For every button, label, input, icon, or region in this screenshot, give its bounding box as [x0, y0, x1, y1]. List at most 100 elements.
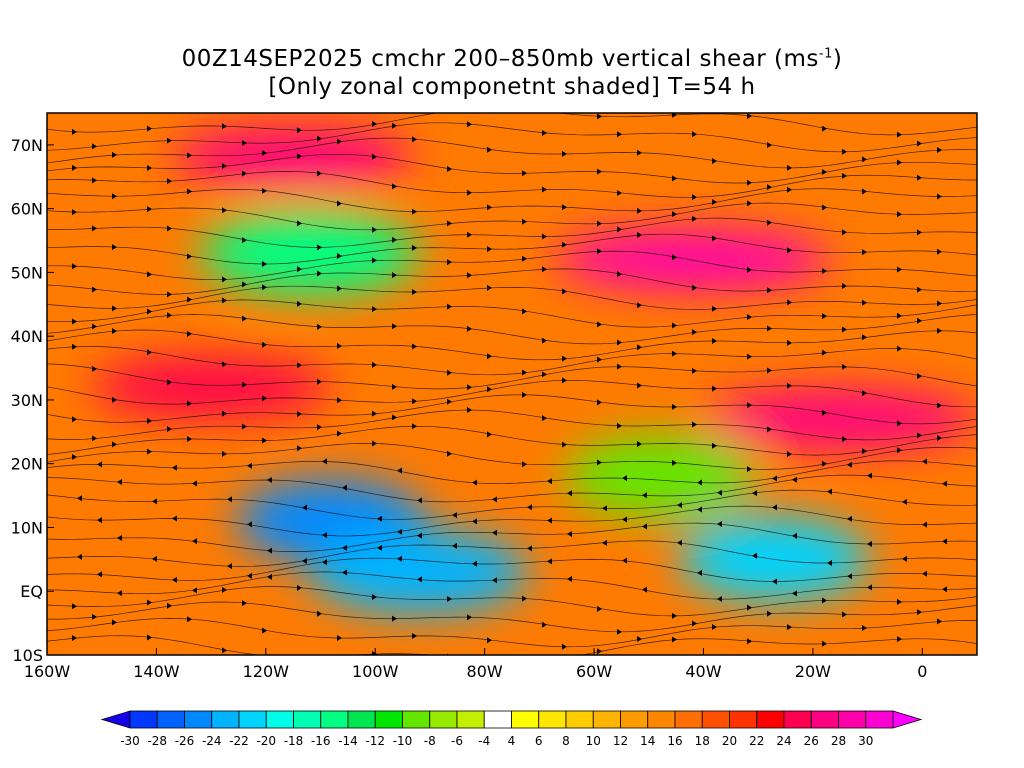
streamline: [47, 601, 977, 633]
streamline: [47, 380, 977, 408]
streamline: [47, 618, 977, 648]
streamline-arrow: [767, 184, 772, 191]
streamline: [47, 122, 977, 153]
streamline-arrow: [92, 613, 97, 620]
streamline-arrow: [187, 616, 192, 623]
streamline-arrow: [642, 492, 647, 499]
streamline-arrow: [97, 517, 102, 524]
streamline-arrow: [472, 560, 477, 567]
streamline-arrow: [672, 459, 677, 466]
shear-region: [554, 229, 831, 290]
streamline-arrow: [562, 241, 567, 248]
streamline-arrow: [917, 140, 922, 147]
streamline-arrow: [827, 560, 832, 567]
streamline-arrow: [752, 490, 757, 497]
colorbar-label: -18: [284, 734, 304, 748]
streamline: [47, 635, 977, 655]
streamline-arrow: [672, 636, 677, 643]
lat-label: 30N: [11, 391, 43, 410]
streamline-arrow: [92, 435, 97, 442]
streamline-arrow: [862, 624, 867, 631]
streamline: [47, 329, 977, 361]
streamline-arrow: [937, 618, 942, 625]
streamline: [47, 540, 977, 567]
streamline-arrow: [247, 572, 252, 579]
streamline-arrow: [717, 596, 722, 603]
streamline-arrow: [717, 489, 722, 496]
streamline-arrow: [772, 504, 777, 511]
streamline-arrow: [637, 149, 642, 156]
colorbar-swatch: [810, 710, 839, 729]
streamline-arrow: [492, 496, 497, 503]
streamline-arrow: [717, 520, 722, 527]
streamline-arrow: [772, 475, 777, 482]
lon-label: 100W: [352, 662, 399, 681]
colorbar-label: 26: [804, 734, 819, 748]
streamline-arrow: [487, 246, 492, 253]
streamline-arrow: [617, 422, 622, 429]
streamline-arrow: [787, 382, 792, 389]
streamline-arrow: [392, 615, 397, 622]
streamline-arrow: [547, 478, 552, 485]
streamline-arrow: [262, 284, 267, 291]
streamline-arrow: [897, 211, 902, 218]
lat-label: 20N: [11, 455, 43, 474]
streamline-arrow: [862, 390, 867, 397]
streamline-arrow: [562, 377, 567, 384]
streamline-arrow: [692, 194, 697, 201]
streamline: [47, 443, 977, 470]
streamline-arrow: [692, 367, 697, 374]
streamline: [47, 505, 977, 537]
streamline-arrow: [822, 169, 827, 176]
streamline-arrow: [747, 638, 752, 645]
streamline: [47, 113, 977, 136]
streamline-arrow: [167, 426, 172, 433]
streamline-arrow: [712, 235, 717, 242]
streamline-arrow: [167, 602, 172, 609]
colorbar-arrow-right: [892, 710, 923, 729]
streamline-arrow: [467, 121, 472, 128]
streamline-arrow: [392, 272, 397, 279]
streamline-arrow: [787, 451, 792, 458]
lon-label: 40W: [685, 662, 721, 681]
title-line-2: [Only zonal componetnt shaded] T=54 h: [268, 74, 756, 100]
streamline-arrow: [92, 365, 97, 372]
streamline-arrow: [542, 266, 547, 273]
streamline-arrow: [167, 225, 172, 232]
lon-label: 120W: [243, 662, 290, 681]
colorbar-swatch: [729, 710, 758, 729]
streamline-arrow: [322, 559, 327, 566]
streamline-arrow: [937, 435, 942, 442]
streamline-arrow: [222, 123, 227, 130]
streamline-arrow: [187, 152, 192, 159]
streamline: [47, 268, 977, 295]
streamline-arrow: [187, 296, 192, 303]
streamline-arrow: [637, 231, 642, 238]
streamline-arrow: [372, 226, 377, 233]
streamline-arrow: [937, 300, 942, 307]
streamline-arrow: [317, 424, 322, 431]
lat-label: 10N: [11, 518, 43, 537]
colorbar-swatch: [592, 710, 621, 729]
streamline-arrow: [562, 441, 567, 448]
streamline-arrow: [597, 220, 602, 227]
streamline-arrow: [522, 595, 527, 602]
streamline-arrow: [617, 628, 622, 635]
streamline-arrow: [542, 621, 547, 628]
streamline-arrow: [522, 658, 527, 664]
streamline-arrow: [597, 356, 602, 363]
streamline-arrow: [372, 306, 377, 313]
streamline-arrow: [842, 229, 847, 236]
streamline: [47, 314, 977, 345]
streamline-arrow: [672, 113, 677, 118]
streamline-arrow: [192, 587, 197, 594]
streamline-arrow: [112, 396, 117, 403]
streamline-arrow: [412, 244, 417, 251]
streamline-arrow: [622, 516, 627, 523]
streamline-arrow: [697, 569, 702, 576]
streamline-arrow: [487, 353, 492, 360]
streamline-arrow: [242, 139, 247, 146]
streamline-arrow: [597, 605, 602, 612]
streamline-arrow: [897, 266, 902, 273]
streamline-arrow: [672, 322, 677, 329]
